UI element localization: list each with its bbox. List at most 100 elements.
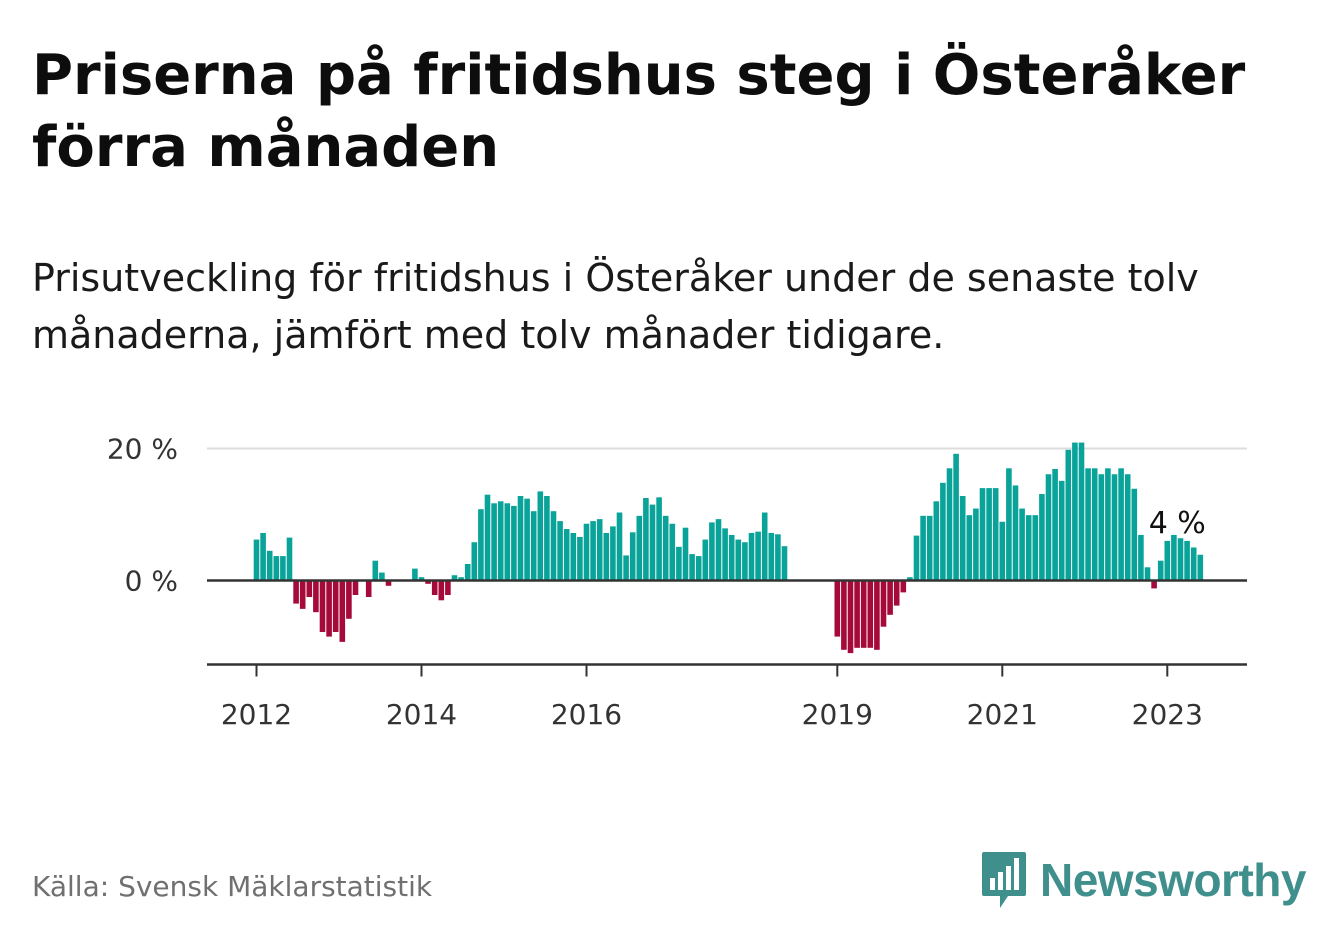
bar xyxy=(431,580,438,596)
bar xyxy=(306,580,313,597)
bar xyxy=(260,532,266,581)
bar xyxy=(682,527,689,581)
source-note: Källa: Svensk Mäklarstatistik xyxy=(32,870,433,903)
bar xyxy=(1184,540,1190,581)
bar xyxy=(880,580,887,627)
bar xyxy=(841,580,847,650)
bar xyxy=(854,580,860,648)
bar xyxy=(1085,468,1091,581)
bar xyxy=(715,519,722,581)
bar xyxy=(1098,474,1105,581)
bar xyxy=(676,546,682,581)
brand-name: Newsworthy xyxy=(1040,854,1306,906)
bar xyxy=(253,539,260,581)
bar xyxy=(1171,534,1177,581)
bar xyxy=(293,580,299,604)
bar xyxy=(616,512,623,581)
bar xyxy=(563,529,570,581)
bar xyxy=(1072,442,1078,581)
bar xyxy=(478,509,484,581)
bar xyxy=(286,537,293,581)
bar xyxy=(1091,468,1098,581)
bar xyxy=(900,580,907,593)
x-tick-label: 2021 xyxy=(967,698,1038,731)
bar xyxy=(346,580,352,619)
bar xyxy=(662,515,669,581)
chart-subtitle: Prisutveckling för fritidshus i Österåke… xyxy=(32,256,1199,357)
x-tick-label: 2016 xyxy=(551,698,622,731)
bar xyxy=(768,532,775,581)
bar xyxy=(1151,580,1157,589)
labels: 0 % 20 % 2012 2014 2016 2019 2021 2023 4 % xyxy=(107,433,1206,732)
bar xyxy=(1124,474,1131,581)
bar xyxy=(1045,474,1052,581)
bar xyxy=(1164,540,1171,581)
bar xyxy=(544,496,550,581)
bar xyxy=(484,494,491,581)
bar xyxy=(1105,468,1111,581)
bar xyxy=(266,550,273,581)
bar xyxy=(656,497,662,581)
bar xyxy=(379,572,385,581)
bar xyxy=(913,535,920,581)
bar xyxy=(722,528,728,581)
bar xyxy=(992,488,999,581)
bar xyxy=(1065,449,1072,581)
bar xyxy=(603,532,610,581)
bar xyxy=(530,511,537,581)
bar xyxy=(1157,560,1164,581)
bar xyxy=(1144,567,1151,581)
x-tick-label: 2012 xyxy=(221,698,292,731)
bar xyxy=(524,498,530,581)
bar xyxy=(860,580,867,648)
bar xyxy=(973,508,979,581)
last-value-label: 4 % xyxy=(1149,506,1206,541)
bar-chart-logo-icon xyxy=(982,852,1026,908)
bar xyxy=(847,580,854,654)
bar xyxy=(999,521,1006,581)
bar xyxy=(491,503,497,581)
bar xyxy=(940,482,946,581)
newsworthy-logo[interactable]: Newsworthy xyxy=(980,850,1306,910)
bar xyxy=(874,580,880,650)
bar xyxy=(471,542,478,581)
bar xyxy=(1058,480,1065,581)
bar xyxy=(695,556,702,581)
bar xyxy=(590,521,596,581)
bar xyxy=(557,521,563,581)
bar xyxy=(867,580,874,648)
bar xyxy=(583,523,590,581)
x-tick-label: 2019 xyxy=(802,698,873,731)
bar xyxy=(365,580,372,597)
bar xyxy=(669,523,676,581)
bar xyxy=(332,580,339,632)
bar xyxy=(418,577,425,581)
bar xyxy=(596,519,603,581)
bar xyxy=(959,496,966,581)
bar xyxy=(445,580,451,596)
bar xyxy=(907,577,913,581)
bar xyxy=(775,534,781,581)
bar xyxy=(610,526,616,581)
bar xyxy=(946,468,953,581)
bar xyxy=(1025,515,1032,581)
bar xyxy=(1190,547,1197,581)
bar xyxy=(1111,474,1118,581)
bar xyxy=(781,546,788,581)
bar xyxy=(623,555,629,581)
bar xyxy=(517,496,524,581)
bar xyxy=(504,503,511,581)
bar xyxy=(1019,508,1025,581)
bar xyxy=(893,580,900,606)
bar xyxy=(326,580,332,637)
bar xyxy=(497,501,504,581)
bar xyxy=(834,580,841,637)
bar xyxy=(280,556,286,581)
bar xyxy=(986,488,992,581)
bar xyxy=(742,542,748,581)
bar xyxy=(755,531,761,581)
bar xyxy=(313,580,319,613)
bar xyxy=(438,580,445,601)
bars xyxy=(253,442,1204,654)
